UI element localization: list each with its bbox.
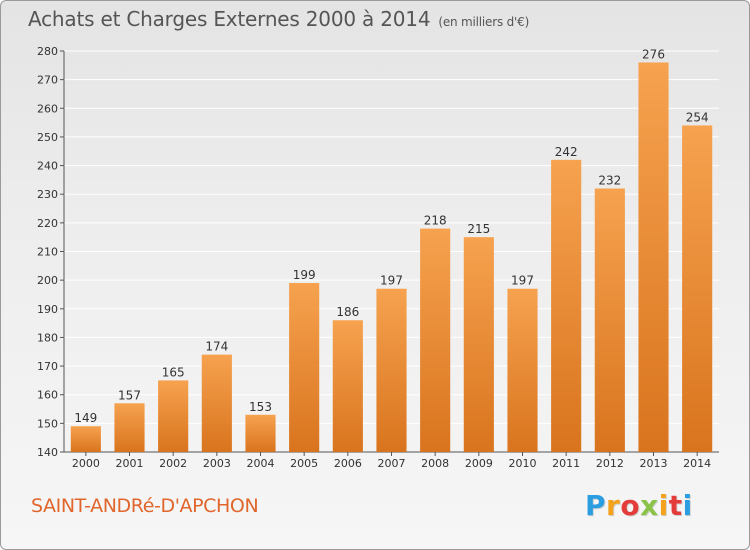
x-tick-label-2005: 2005 — [290, 457, 318, 470]
value-label-2010: 197 — [511, 274, 534, 288]
x-tick-label-2012: 2012 — [596, 457, 624, 470]
value-label-2000: 149 — [74, 411, 97, 425]
bar-2012 — [594, 188, 625, 452]
bar-2008 — [420, 228, 451, 452]
bar-2003 — [201, 354, 232, 452]
place-name: SAINT-ANDRé-D'APCHON — [31, 495, 259, 517]
y-tick-label: 240 — [37, 160, 58, 173]
value-label-2002: 165 — [162, 365, 185, 379]
y-tick-label: 150 — [37, 417, 58, 430]
y-tick-label: 280 — [37, 45, 58, 58]
bar-2004 — [245, 414, 276, 452]
bar-2002 — [158, 380, 189, 452]
bar-2006 — [332, 320, 363, 452]
x-tick-label-2014: 2014 — [683, 457, 711, 470]
value-label-2006: 186 — [336, 305, 359, 319]
proxiti-logo: Proxiti — [585, 489, 693, 522]
bar-2001 — [114, 403, 145, 452]
bar-2014 — [682, 125, 713, 452]
y-tick-label: 200 — [37, 274, 58, 287]
x-tick-label-2013: 2013 — [640, 457, 668, 470]
value-label-2003: 174 — [205, 340, 228, 354]
x-tick-label-2009: 2009 — [465, 457, 493, 470]
y-tick-label: 230 — [37, 188, 58, 201]
value-label-2007: 197 — [380, 274, 403, 288]
x-tick-label-2001: 2001 — [116, 457, 144, 470]
x-tick-label-2011: 2011 — [552, 457, 580, 470]
value-label-2014: 254 — [686, 110, 709, 124]
chart-unit: (en milliers d'€) — [438, 15, 530, 29]
chart-title-text: Achats et Charges Externes 2000 à 2014 — [28, 7, 431, 31]
value-label-2008: 218 — [424, 214, 447, 228]
y-tick-label: 220 — [37, 217, 58, 230]
bar-2011 — [551, 159, 582, 453]
value-label-2001: 157 — [118, 388, 141, 402]
x-tick-label-2002: 2002 — [159, 457, 187, 470]
y-tick-label: 160 — [37, 389, 58, 402]
x-tick-label-2006: 2006 — [334, 457, 362, 470]
y-tick-label: 180 — [37, 331, 58, 344]
bar-2000 — [70, 426, 101, 452]
label-layer: 149 157 165 174 153 199 186 197 218 215 197 242 232 2… — [74, 47, 708, 425]
x-tick-label-2007: 2007 — [378, 457, 406, 470]
bar-layer — [70, 62, 713, 453]
chart-title: Achats et Charges Externes 2000 à 2014 (e… — [28, 7, 529, 31]
x-tick-label-2004: 2004 — [247, 457, 275, 470]
bar-2009 — [463, 237, 494, 452]
value-label-2012: 232 — [598, 173, 621, 187]
x-tick-label-2008: 2008 — [421, 457, 449, 470]
y-tick-label: 250 — [37, 131, 58, 144]
y-tick-label: 140 — [37, 446, 58, 459]
value-label-2005: 199 — [293, 268, 316, 282]
x-tick-label-2003: 2003 — [203, 457, 231, 470]
value-label-2004: 153 — [249, 400, 272, 414]
x-tick-label-2000: 2000 — [72, 457, 100, 470]
value-label-2011: 242 — [555, 145, 578, 159]
value-label-2013: 276 — [642, 47, 665, 61]
y-tick-label: 260 — [37, 102, 58, 115]
bar-2013 — [638, 62, 669, 452]
x-tick-label-2010: 2010 — [509, 457, 537, 470]
y-tick-label: 190 — [37, 303, 58, 316]
value-label-2009: 215 — [467, 222, 490, 236]
bar-2005 — [289, 283, 320, 452]
bar-2007 — [376, 288, 407, 452]
y-tick-label: 270 — [37, 74, 58, 87]
y-tick-label: 170 — [37, 360, 58, 373]
y-tick-label: 210 — [37, 246, 58, 259]
bar-2010 — [507, 288, 538, 452]
